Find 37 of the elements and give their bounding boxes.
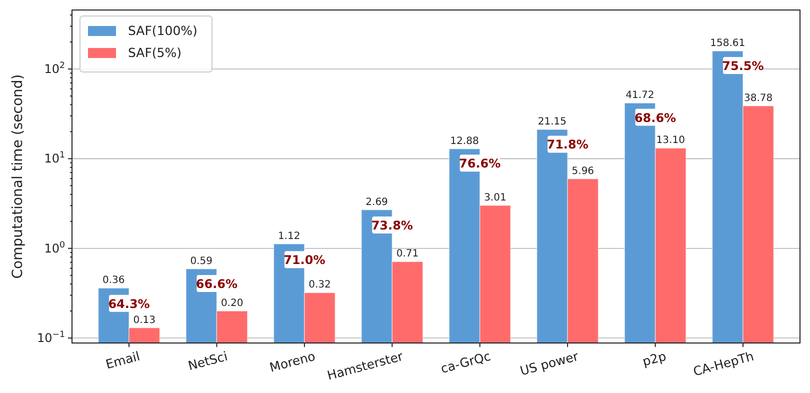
- annotation: 66.6%: [196, 277, 238, 292]
- data-label: 158.61: [710, 38, 746, 50]
- annotation: 68.6%: [634, 110, 676, 125]
- data-label: 0.36: [102, 275, 125, 286]
- data-label: 5.96: [572, 166, 594, 177]
- data-label: 12.88: [450, 136, 479, 147]
- data-label: 0.71: [396, 248, 419, 260]
- x-tick-label: NetSci: [186, 348, 230, 374]
- annotation: 71.8%: [546, 138, 588, 152]
- data-label: 13.10: [656, 135, 685, 146]
- y-axis-title: Computational time (second): [10, 74, 26, 279]
- data-label: 0.32: [308, 280, 331, 291]
- data-label: 1.12: [278, 230, 300, 242]
- y-tick-label: 10$^{−1}$: [37, 330, 65, 346]
- data-label: 41.72: [626, 90, 654, 102]
- data-label: 21.15: [538, 116, 567, 128]
- annotation: 73.8%: [371, 218, 413, 232]
- annotation: 64.3%: [108, 296, 150, 311]
- annotation: 71.0%: [284, 253, 326, 268]
- annotation: 75.5%: [722, 59, 764, 74]
- data-label: 0.13: [133, 314, 156, 326]
- x-tick-label: Email: [104, 348, 142, 372]
- x-tick-label: p2p: [640, 348, 668, 369]
- data-label: 3.01: [484, 192, 506, 204]
- data-label: 0.20: [220, 298, 244, 310]
- x-tick-label: ca-GrQc: [439, 348, 492, 376]
- data-label: 0.59: [190, 256, 213, 267]
- legend-label: SAF(5%): [128, 45, 182, 60]
- data-label: 2.69: [366, 196, 388, 208]
- x-tick-label: Moreno: [268, 348, 317, 375]
- data-label: 38.78: [744, 92, 773, 104]
- annotation: 76.6%: [459, 156, 501, 171]
- y-tick-label: 10$^{0}$: [44, 240, 65, 256]
- y-tick-label: 10$^{2}$: [44, 61, 65, 76]
- x-tick-label: US power: [518, 348, 581, 378]
- legend-label: SAF(100%): [128, 23, 198, 38]
- y-tick-label: 10$^{1}$: [44, 150, 65, 166]
